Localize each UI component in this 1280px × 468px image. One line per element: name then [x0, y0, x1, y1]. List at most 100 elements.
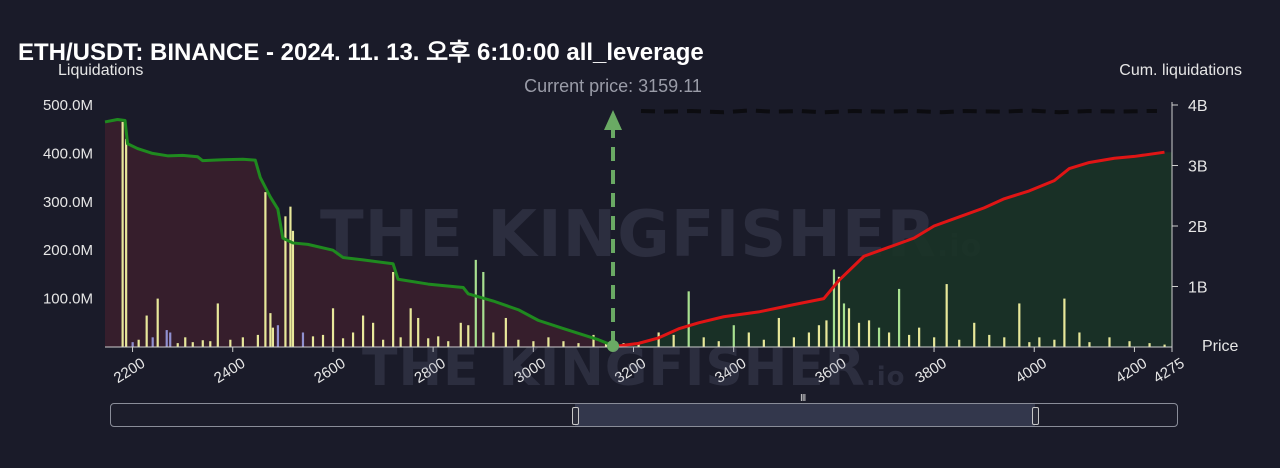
- short-cumulative-offscale-line: [640, 108, 1157, 115]
- watermark-bottom: THE KINGFISHER.io: [362, 338, 906, 398]
- liquidation-bar: [417, 317, 420, 347]
- current-price-arrow-icon: [604, 110, 623, 130]
- right-axis-title: Cum. liquidations: [1119, 62, 1242, 79]
- liquidation-bar: [1088, 342, 1091, 347]
- liquidation-bar: [1148, 343, 1151, 347]
- right-y-tick-label: 1B: [1188, 280, 1208, 297]
- liquidation-bar: [156, 298, 159, 347]
- liquidation-bar: [604, 342, 608, 347]
- x-tick-label: 3800: [912, 355, 949, 387]
- liquidation-bar: [467, 325, 470, 347]
- liquidation-bar: [311, 336, 315, 347]
- left-y-tick-label: 100.0M: [43, 291, 93, 308]
- left-y-tick-label: 400.0M: [43, 145, 93, 162]
- liquidation-bar: [121, 121, 124, 347]
- liquidation-bar: [687, 291, 690, 347]
- liquidation-bar: [877, 327, 881, 347]
- liquidation-bar: [817, 325, 821, 347]
- liquidation-bar: [1108, 337, 1111, 347]
- liquidation-bar: [1078, 332, 1081, 347]
- liquidation-bar: [241, 337, 244, 347]
- liquidation-bar: [592, 334, 595, 347]
- x-tick-label: 4200: [1113, 355, 1150, 387]
- liquidation-bar: [887, 332, 891, 347]
- liquidation-bar: [191, 342, 194, 347]
- liquidation-bar: [125, 138, 128, 347]
- zoom-grip-icon[interactable]: III: [800, 393, 806, 404]
- liquidation-bar: [201, 340, 204, 347]
- liquidation-bar: [341, 338, 345, 347]
- zoom-slider-selection[interactable]: [575, 404, 1035, 426]
- liquidation-bar: [276, 325, 280, 347]
- right-y-tick-label: 4B: [1188, 98, 1208, 115]
- liquidation-bar: [577, 343, 580, 347]
- liquidation-bar: [1028, 342, 1031, 347]
- liquidation-bar: [256, 334, 259, 347]
- x-tick-label: 2600: [311, 355, 348, 387]
- liquidation-bar: [1063, 298, 1066, 347]
- liquidation-bar: [988, 334, 991, 347]
- x-tick-label: 4275: [1150, 355, 1187, 387]
- zoom-handle-left[interactable]: [572, 407, 579, 425]
- liquidation-bar: [762, 339, 765, 347]
- liquidation-bar: [832, 269, 836, 347]
- liquidation-bar: [945, 284, 948, 347]
- short-cumulative-line: [612, 150, 1165, 349]
- liquidation-bar: [657, 332, 660, 347]
- liquidation-bar: [284, 216, 287, 347]
- left-y-tick-label: 200.0M: [43, 242, 93, 259]
- liquidation-bar: [131, 342, 134, 347]
- liquidation-bar: [1163, 344, 1166, 347]
- liquidation-bar: [137, 339, 140, 347]
- liquidation-bar: [562, 341, 565, 347]
- liquidation-bar: [532, 341, 535, 347]
- liquidation-bar: [1003, 337, 1006, 347]
- liquidation-bar: [732, 325, 735, 347]
- left-axis-title: Liquidations: [58, 62, 144, 79]
- zoom-handle-right[interactable]: [1032, 407, 1039, 425]
- liquidation-bar: [842, 303, 846, 347]
- liquidation-bar: [372, 322, 375, 347]
- liquidation-bar: [482, 271, 485, 347]
- short-cumulative-area: [612, 152, 1172, 347]
- liquidation-bar: [331, 308, 335, 347]
- liquidation-bar: [321, 334, 325, 347]
- x-tick-label: 2200: [111, 355, 148, 387]
- cumulative-areas: [105, 119, 1172, 348]
- liquidation-bar: [958, 339, 961, 347]
- liquidation-bar: [351, 332, 355, 347]
- liquidation-bar: [289, 206, 292, 347]
- liquidation-bar: [897, 288, 901, 347]
- x-axis-title: Price: [1202, 338, 1239, 355]
- liquidation-bar: [301, 332, 305, 347]
- long-cumulative-line: [104, 118, 614, 347]
- liquidation-bar: [837, 276, 841, 347]
- right-y-tick-label: 2B: [1188, 219, 1208, 236]
- current-price-dot: [607, 340, 620, 352]
- liquidation-bar: [492, 332, 495, 347]
- liquidation-bar: [229, 339, 232, 347]
- liquidation-bar: [672, 334, 675, 347]
- liquidation-bar: [1038, 337, 1041, 347]
- liquidation-bar: [145, 315, 148, 347]
- chart-title: ETH/USDT: BINANCE - 2024. 11. 13. 오후 6:1…: [18, 39, 704, 66]
- left-y-tick-label: 300.0M: [43, 194, 93, 211]
- liquidation-bar: [427, 338, 430, 347]
- liquidation-bar: [504, 317, 507, 347]
- liquidation-bar: [517, 339, 520, 347]
- liquidation-bar: [792, 337, 795, 347]
- liquidation-bar: [184, 337, 187, 347]
- liquidation-bar: [1053, 339, 1056, 347]
- liquidation-bar: [151, 337, 154, 347]
- x-tick-label: 2400: [211, 355, 248, 387]
- long-cumulative-area: [105, 119, 613, 348]
- liquidation-bar: [409, 308, 412, 347]
- liquidation-bar: [399, 337, 402, 347]
- liquidation-bar: [361, 315, 365, 347]
- liquidation-bar: [825, 320, 828, 347]
- left-y-tick-label: 500.0M: [43, 97, 93, 114]
- liquidation-bars: [121, 121, 1166, 347]
- liquidation-bar: [271, 327, 275, 347]
- liquidation-bar: [847, 308, 851, 347]
